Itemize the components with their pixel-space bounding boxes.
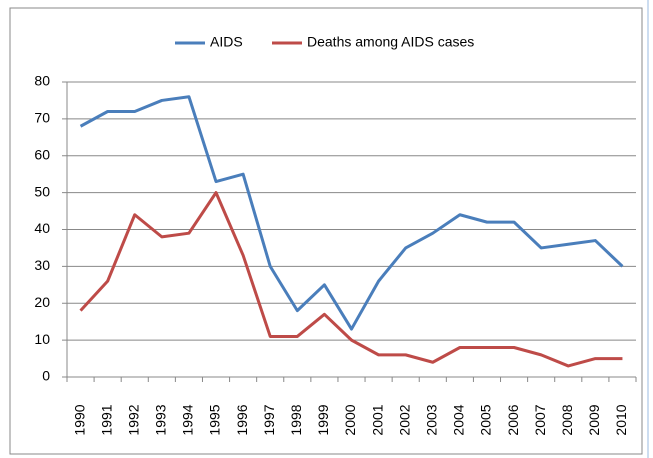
x-tick-label: 2002	[396, 404, 412, 435]
data-line	[79, 191, 623, 368]
x-tick-label: 1993	[153, 404, 169, 435]
x-tick-label: 2008	[559, 404, 575, 435]
x-tick-label: 1999	[315, 404, 331, 435]
legend-label: AIDS	[210, 34, 243, 50]
x-tick-label: 1991	[98, 404, 114, 435]
y-tick-label: 30	[34, 257, 50, 273]
chart-border	[9, 7, 643, 455]
x-tick-label: 1990	[71, 404, 87, 435]
y-tick-label: 40	[34, 220, 50, 236]
x-tick-label: 1992	[125, 404, 141, 435]
x-tick-label: 2010	[613, 404, 629, 435]
x-tick-label: 2006	[505, 404, 521, 435]
x-tick-label: 1996	[234, 404, 250, 435]
y-tick-label: 60	[34, 146, 50, 162]
y-tick-label: 0	[42, 368, 50, 384]
y-tick-label: 80	[34, 73, 50, 89]
data-line	[79, 95, 624, 331]
x-tick-label: 1997	[261, 404, 277, 435]
x-tick-label: 2009	[586, 404, 602, 435]
x-tick-label: 2001	[369, 404, 385, 435]
legend-label: Deaths among AIDS cases	[307, 34, 474, 50]
x-tick-label: 1998	[288, 404, 304, 435]
y-tick-label: 10	[34, 331, 50, 347]
y-tick-label: 50	[34, 183, 50, 199]
y-tick-label: 70	[34, 110, 50, 126]
x-tick-label: 2003	[423, 404, 439, 435]
x-tick-label: 2005	[478, 404, 494, 435]
x-tick-label: 2000	[342, 404, 358, 435]
x-tick-label: 1995	[207, 404, 223, 435]
y-tick-label: 20	[34, 294, 50, 310]
x-tick-label: 1994	[180, 404, 196, 435]
x-tick-label: 2004	[451, 404, 467, 435]
x-tick-label: 2007	[532, 404, 548, 435]
